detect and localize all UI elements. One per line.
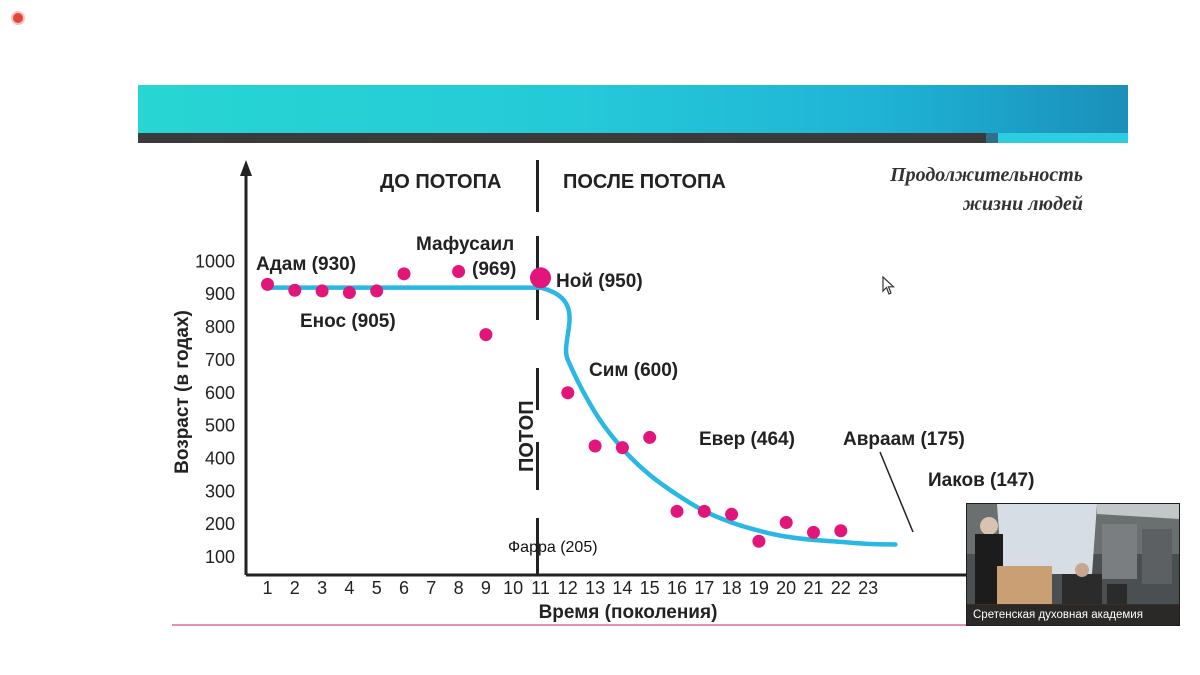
era-label-before-flood: ДО ПОТОПА	[380, 171, 501, 193]
x-tick-label: 21	[803, 578, 823, 598]
x-tick-label: 13	[585, 578, 605, 598]
x-tick-label: 20	[776, 578, 796, 598]
x-tick-label: 2	[290, 578, 300, 598]
annotation-adam: Адам (930)	[256, 254, 356, 275]
data-points	[261, 265, 848, 548]
recording-indicator-icon	[13, 13, 23, 23]
era-label-after-flood: ПОСЛЕ ПОТОПА	[563, 171, 726, 193]
y-tick-label: 300	[205, 481, 235, 501]
x-tick-label: 5	[372, 578, 382, 598]
x-tick-label: 6	[399, 578, 409, 598]
data-point-12	[615, 441, 629, 455]
data-point-3	[315, 284, 329, 298]
x-tick-label: 10	[503, 578, 523, 598]
slide-header-banner	[138, 85, 1128, 143]
data-point-4	[342, 286, 356, 300]
header-band	[138, 85, 1128, 133]
y-axis-title: Возраст (в годах)	[172, 310, 193, 474]
header-gap-strip	[986, 133, 998, 143]
annotation-eber: Евер (464)	[699, 429, 795, 450]
annotation-methuselah-age: (969)	[472, 259, 516, 280]
y-tick-label: 500	[205, 416, 235, 436]
x-tick-label: 19	[749, 578, 769, 598]
y-tick-label: 400	[205, 448, 235, 468]
data-point-2	[288, 283, 302, 297]
slide-subtitle-line2: жизни людей	[962, 193, 1083, 215]
annotation-shem: Сим (600)	[589, 360, 678, 381]
slide-bottom-rule	[172, 624, 972, 626]
y-tick-label: 200	[205, 514, 235, 534]
y-axis-arrow-icon	[240, 160, 252, 176]
data-point-10	[561, 386, 575, 400]
speaker-video-overlay[interactable]: Сретенская духовная академия	[966, 503, 1180, 626]
x-tick-label: 22	[831, 578, 851, 598]
x-tick-label: 1	[262, 578, 272, 598]
chart-axes	[240, 160, 980, 577]
x-tick-label: 12	[558, 578, 578, 598]
data-point-16	[725, 507, 739, 521]
x-tick-label: 16	[667, 578, 687, 598]
y-tick-label: 100	[205, 547, 235, 567]
x-tick-label: 3	[317, 578, 327, 598]
x-tick-label: 18	[722, 578, 742, 598]
annotation-noah: Ной (950)	[556, 271, 643, 292]
annotation-terah: Фарра (205)	[508, 539, 598, 556]
x-tick-label: 14	[612, 578, 632, 598]
y-tick-label: 800	[205, 317, 235, 337]
data-point-1	[261, 277, 274, 291]
y-tick-label: 900	[205, 284, 235, 304]
y-tick-label: 1000	[195, 251, 235, 271]
y-tick-label: 700	[205, 350, 235, 370]
x-tick-label: 11	[531, 578, 550, 598]
x-tick-label: 4	[344, 578, 354, 598]
data-point-7	[452, 265, 466, 279]
annotation-enos: Енос (905)	[300, 311, 396, 332]
x-tick-label: 9	[481, 578, 491, 598]
data-point-8	[479, 328, 493, 342]
data-point-13	[643, 430, 657, 444]
annotation-abraham: Авраам (175)	[843, 429, 965, 450]
data-point-20	[834, 524, 848, 538]
data-point-6	[397, 267, 411, 281]
x-tick-label: 8	[454, 578, 464, 598]
data-point-11	[588, 439, 602, 453]
data-point-5	[370, 284, 384, 298]
mouse-cursor-icon	[882, 276, 896, 295]
data-point-14	[670, 504, 684, 518]
slide-subtitle-line1: Продолжительность	[889, 164, 1083, 186]
data-point-15	[697, 504, 711, 518]
x-tick-label: 7	[426, 578, 436, 598]
data-point-18	[779, 516, 793, 530]
x-tick-labels: 1 2 3 4 5 6 7 8 9 10 11 12 13 14 15 16 17 18 19 20 21 22 23	[262, 578, 878, 598]
x-tick-label: 23	[858, 578, 878, 598]
y-tick-label: 600	[205, 383, 235, 403]
data-point-17	[752, 534, 766, 548]
flood-label: ПОТОП	[516, 400, 538, 472]
data-point-19	[807, 525, 820, 539]
x-tick-label: 17	[694, 578, 714, 598]
x-axis-title: Время (поколения)	[539, 602, 718, 623]
y-tick-labels: 1000 900 800 700 600 500 400 300 200 100	[195, 251, 235, 567]
header-light-strip	[998, 133, 1128, 143]
annotation-methuselah: Мафусаил	[416, 234, 514, 255]
header-dark-strip	[138, 133, 986, 143]
video-caption: Сретенская духовная академия	[967, 605, 1179, 625]
data-point-9	[530, 267, 551, 289]
avraam-leader-line	[879, 451, 914, 533]
annotation-jacob: Иаков (147)	[928, 470, 1034, 491]
x-tick-label: 15	[640, 578, 660, 598]
